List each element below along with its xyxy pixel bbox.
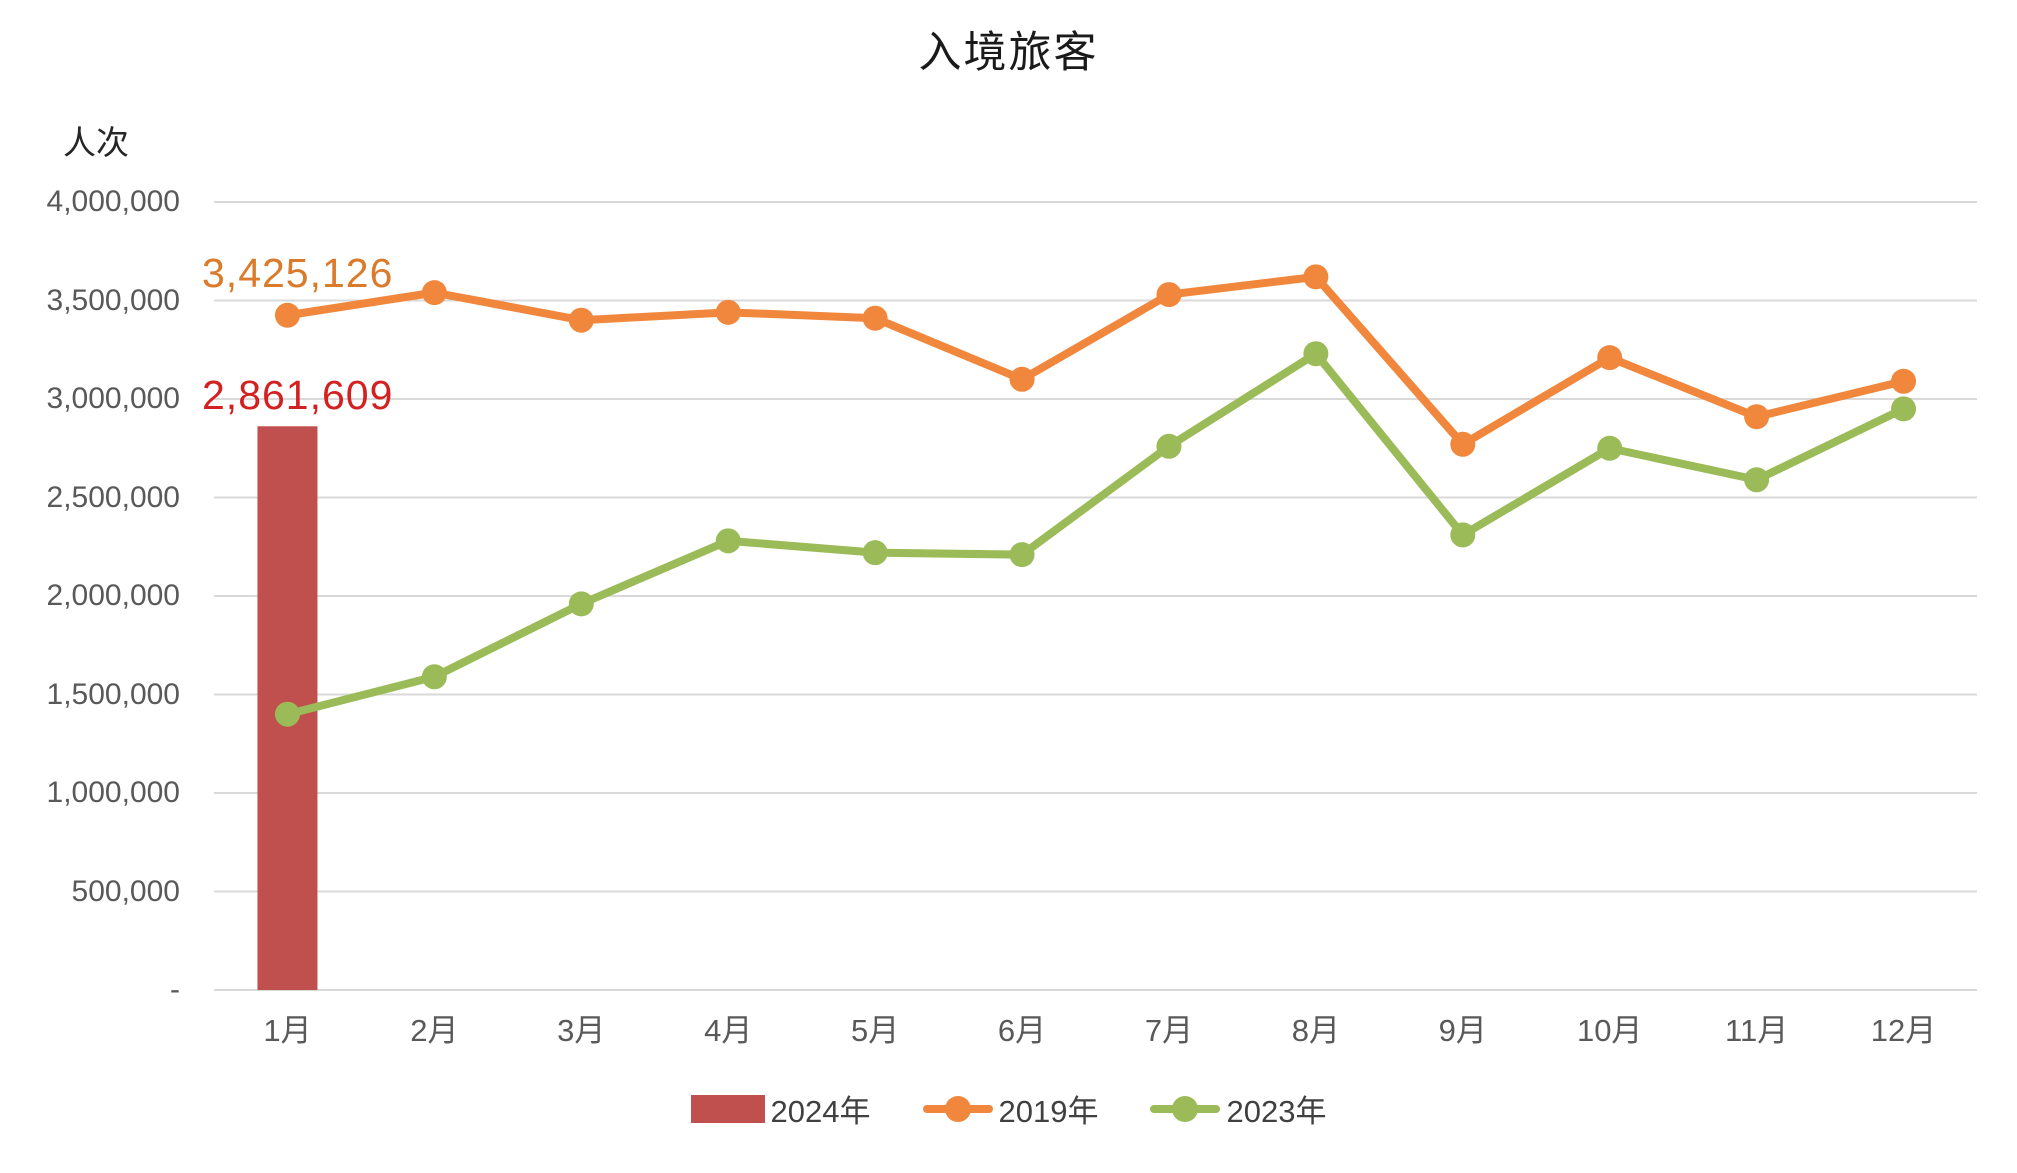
data-point-marker-2019年 [1303,264,1329,290]
data-point-marker-2019年 [1156,282,1182,308]
x-tick-label-12月: 12月 [1870,1013,1937,1048]
x-tick-label-6月: 6月 [997,1013,1047,1048]
legend-swatch-icon-2024年 [690,1094,765,1123]
y-tick-label: 2,500,000 [46,480,180,514]
data-point-marker-2019年 [1744,404,1770,430]
legend-line-marker-icon-2023年 [1150,1094,1221,1124]
data-point-marker-2023年 [421,664,447,690]
legend-dot-icon [1172,1095,1199,1122]
x-tick-label-1月: 1月 [263,1013,312,1048]
x-tick-label-4月: 4月 [704,1013,753,1048]
y-tick-label: 3,500,000 [46,283,180,317]
chart-title: 入境旅客 [918,29,1099,77]
legend-item-2019年: 2019年 [922,1086,1099,1131]
series-line-2019年 [283,272,1908,449]
data-label-2019-january: 3,425,126 [202,250,394,296]
y-tick-label: 2,000,000 [46,579,180,612]
x-tick-label-11月: 11月 [1725,1013,1789,1048]
legend-label-2023年: 2023年 [1226,1094,1327,1129]
data-point-marker-2019年 [568,307,594,333]
data-point-marker-2019年 [421,280,447,306]
x-tick-label-7月: 7月 [1144,1013,1194,1048]
data-point-marker-2023年 [1156,433,1182,459]
data-point-marker-2023年 [1891,396,1917,422]
x-tick-label-8月: 8月 [1291,1013,1340,1048]
data-point-marker-2023年 [1597,435,1623,461]
x-tick-label-9月: 9月 [1438,1013,1487,1048]
legend-dot-icon [944,1095,971,1122]
data-point-marker-2019年 [1009,366,1035,392]
data-point-marker-2023年 [1303,341,1329,367]
data-point-marker-2019年 [862,305,888,331]
x-tick-label-2月: 2月 [410,1013,459,1048]
legend-label-2024年: 2024年 [770,1094,871,1129]
data-point-marker-2023年 [1450,522,1476,548]
data-point-marker-2023年 [715,528,741,554]
x-tick-label-3月: 3月 [557,1013,606,1048]
y-tick-label: 1,000,000 [46,776,180,809]
data-point-marker-2019年 [274,302,300,328]
data-point-marker-2019年 [715,299,741,325]
y-tick-label: 500,000 [71,874,180,908]
data-point-marker-2023年 [1009,542,1035,568]
legend-line-marker-icon-2019年 [922,1094,993,1124]
data-point-marker-2023年 [568,591,594,617]
data-point-marker-2023年 [862,540,888,566]
data-point-marker-2019年 [1891,368,1917,394]
legend-item-2024年: 2024年 [690,1086,871,1131]
legend-item-2023年: 2023年 [1150,1086,1326,1131]
legend-label-2019年: 2019年 [998,1094,1099,1129]
legend: 2024年 2019年 2023年 [0,1086,2017,1131]
series-line-2023年 [283,349,1908,719]
data-point-marker-2023年 [1744,467,1770,493]
data-point-marker-2019年 [1597,345,1623,371]
data-point-marker-2019年 [1450,431,1476,457]
y-tick-label: 1,500,000 [46,677,180,711]
data-point-marker-2023年 [274,701,300,727]
x-tick-label-5月: 5月 [851,1013,900,1048]
data-label-2024-january: 2,861,609 [202,372,394,418]
y-tick-label: 3,000,000 [46,382,180,415]
y-tick-label: - [170,973,180,1006]
x-tick-label-10月: 10月 [1576,1013,1643,1048]
y-tick-label: 4,000,000 [46,185,180,218]
y-axis-unit-label: 人次 [63,124,129,161]
